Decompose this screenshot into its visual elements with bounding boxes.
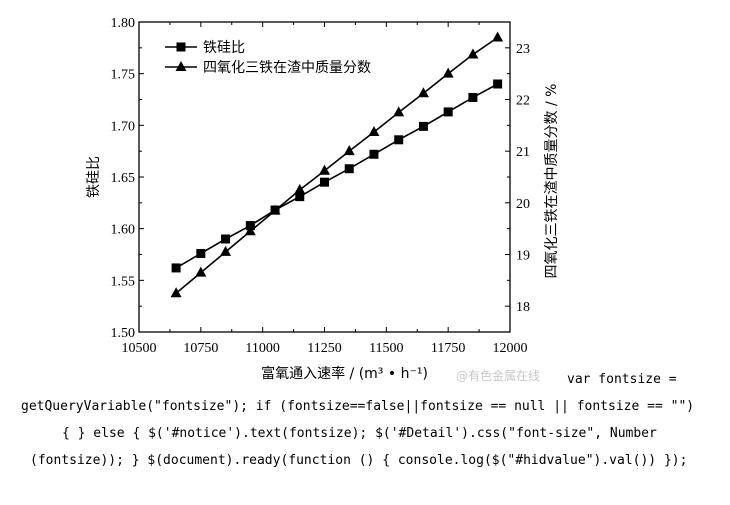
data-point — [393, 106, 405, 117]
data-point — [344, 164, 354, 174]
watermark-text: @有色金属在线 — [456, 369, 541, 383]
data-point — [467, 48, 479, 59]
legend-marker — [176, 42, 186, 52]
data-point — [417, 87, 429, 98]
legend-label: 铁硅比 — [203, 40, 245, 56]
data-point — [220, 245, 232, 256]
data-point — [170, 287, 182, 298]
data-point — [221, 234, 231, 244]
data-point — [269, 204, 281, 215]
data-point — [368, 126, 380, 137]
data-point — [196, 248, 206, 258]
data-point — [493, 79, 503, 89]
data-point — [320, 177, 329, 187]
y-left-tick-label: 1.70 — [111, 119, 136, 134]
x-tick-label: 12000 — [493, 341, 528, 356]
data-point — [294, 183, 306, 194]
x-tick-label: 11500 — [369, 341, 403, 356]
legend-marker — [175, 61, 187, 71]
x-tick-label: 11750 — [431, 341, 465, 356]
y-right-tick-label: 20 — [516, 197, 530, 212]
x-tick-label: 10500 — [122, 341, 157, 356]
code-line-3: { } else { $('#notice').text(fontsize); … — [62, 426, 657, 441]
code-line-2: getQueryVariable("fontsize"); if (fontsi… — [21, 399, 695, 414]
data-point — [492, 31, 504, 42]
data-point — [295, 192, 305, 202]
y-left-tick-label: 1.65 — [111, 171, 136, 186]
data-point — [418, 121, 428, 131]
x-tick-label: 11000 — [245, 341, 279, 356]
code-text: var fontsize = getQueryVariable("fontsiz… — [0, 366, 730, 476]
x-axis-title: 富氧通入速率 / (m³ • h⁻¹) — [261, 365, 428, 382]
data-point — [244, 225, 256, 236]
series-layer — [170, 31, 504, 298]
data-point — [171, 263, 181, 273]
data-point — [195, 266, 207, 277]
legend-label: 四氧化三铁在渣中质量分数 — [203, 60, 371, 76]
data-point — [442, 67, 454, 78]
code-line-4: (fontsize)); } $(document).ready(functio… — [30, 453, 688, 468]
y-right-tick-label: 23 — [516, 42, 530, 57]
data-point — [394, 135, 404, 145]
y-right-tick-label: 18 — [516, 300, 530, 315]
data-point — [343, 145, 355, 156]
chart: 10500 10750 11000 11250 11500 11750 12000 1.50 1… — [86, 16, 560, 382]
axes: 10500 10750 11000 11250 11500 11750 12000 1.50 1… — [86, 16, 560, 382]
data-point — [369, 149, 379, 159]
y-left-tick-label: 1.55 — [111, 274, 136, 289]
series-2 — [170, 31, 504, 298]
data-point — [468, 92, 478, 102]
y-left-tick-label: 1.60 — [111, 223, 136, 238]
code-line-1: var fontsize = — [567, 372, 677, 387]
y-right-axis-title: 四氧化三铁在渣中质量分数 / % — [544, 84, 560, 279]
y-right-tick-label: 19 — [516, 249, 530, 264]
data-point — [443, 107, 453, 117]
x-tick-label: 11250 — [307, 341, 341, 356]
data-point — [319, 164, 330, 175]
y-right-tick-label: 22 — [516, 94, 530, 109]
y-left-axis-title: 铁硅比 — [86, 156, 102, 198]
y-left-tick-label: 1.50 — [111, 326, 136, 341]
x-tick-label: 10750 — [183, 341, 218, 356]
y-left-tick-label: 1.75 — [111, 68, 136, 83]
y-left-tick-label: 1.80 — [111, 16, 136, 31]
y-right-tick-label: 21 — [516, 145, 530, 160]
chart-svg: 10500 10750 11000 11250 11500 11750 12000 1.50 1… — [86, 16, 560, 382]
